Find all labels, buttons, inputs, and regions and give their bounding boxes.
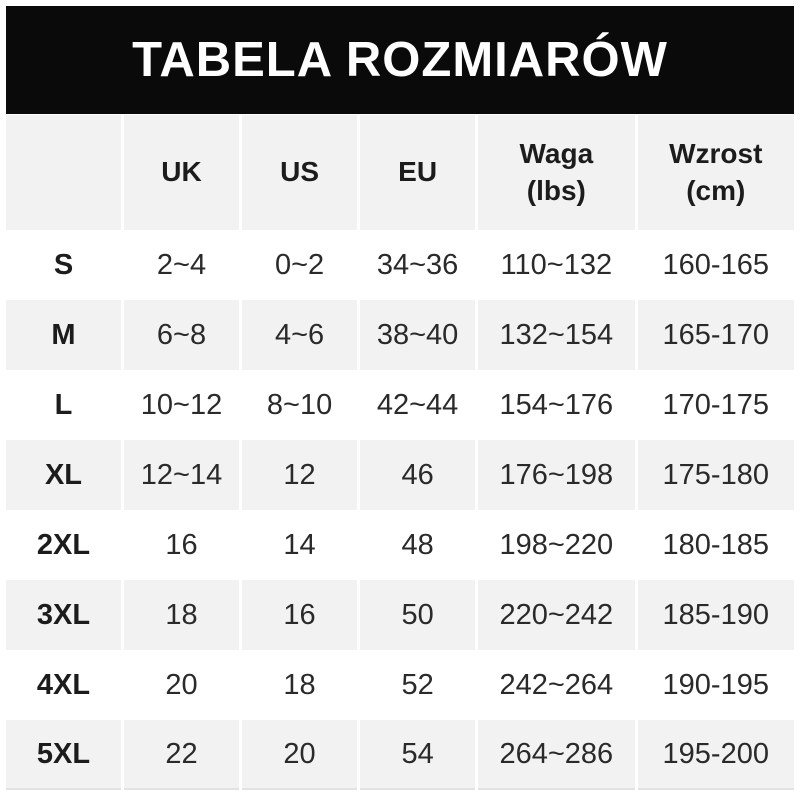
cell-waga: 242~264 bbox=[478, 650, 635, 720]
column-header-waga: Waga (lbs) bbox=[478, 115, 635, 230]
cell-uk: 22 bbox=[124, 720, 240, 790]
cell-size: L bbox=[6, 370, 122, 440]
cell-waga: 198~220 bbox=[478, 510, 635, 580]
cell-us: 18 bbox=[242, 650, 358, 720]
column-header-size bbox=[6, 115, 122, 230]
cell-eu: 48 bbox=[360, 510, 476, 580]
column-header-eu: EU bbox=[360, 115, 476, 230]
cell-waga: 176~198 bbox=[478, 440, 635, 510]
cell-eu: 46 bbox=[360, 440, 476, 510]
cell-size: 3XL bbox=[6, 580, 122, 650]
cell-uk: 6~8 bbox=[124, 300, 240, 370]
cell-wzrost: 195-200 bbox=[637, 720, 794, 790]
cell-eu: 38~40 bbox=[360, 300, 476, 370]
cell-eu: 52 bbox=[360, 650, 476, 720]
column-header-wzrost: Wzrost (cm) bbox=[637, 115, 794, 230]
cell-us: 16 bbox=[242, 580, 358, 650]
cell-us: 20 bbox=[242, 720, 358, 790]
cell-waga: 220~242 bbox=[478, 580, 635, 650]
cell-waga: 132~154 bbox=[478, 300, 635, 370]
cell-eu: 50 bbox=[360, 580, 476, 650]
cell-uk: 16 bbox=[124, 510, 240, 580]
cell-size: M bbox=[6, 300, 122, 370]
cell-uk: 2~4 bbox=[124, 230, 240, 300]
cell-wzrost: 185-190 bbox=[637, 580, 794, 650]
cell-us: 0~2 bbox=[242, 230, 358, 300]
column-header-uk: UK bbox=[124, 115, 240, 230]
cell-wzrost: 170-175 bbox=[637, 370, 794, 440]
column-header-label: US bbox=[280, 156, 320, 188]
column-header-sub: (cm) bbox=[686, 174, 746, 206]
cell-us: 8~10 bbox=[242, 370, 358, 440]
column-header-label: Wzrost bbox=[669, 137, 763, 169]
cell-wzrost: 175-180 bbox=[637, 440, 794, 510]
cell-eu: 34~36 bbox=[360, 230, 476, 300]
cell-uk: 10~12 bbox=[124, 370, 240, 440]
column-header-label: EU bbox=[398, 156, 438, 188]
cell-us: 14 bbox=[242, 510, 358, 580]
chart-title-banner: TABELA ROZMIARÓW bbox=[6, 6, 794, 114]
cell-size: 5XL bbox=[6, 720, 122, 790]
cell-wzrost: 180-185 bbox=[637, 510, 794, 580]
cell-size: XL bbox=[6, 440, 122, 510]
cell-eu: 54 bbox=[360, 720, 476, 790]
column-header-us: US bbox=[242, 115, 358, 230]
cell-us: 12 bbox=[242, 440, 358, 510]
column-header-label: Waga bbox=[519, 137, 594, 169]
cell-waga: 264~286 bbox=[478, 720, 635, 790]
column-header-sub: (lbs) bbox=[526, 174, 586, 206]
cell-uk: 20 bbox=[124, 650, 240, 720]
cell-waga: 110~132 bbox=[478, 230, 635, 300]
cell-uk: 18 bbox=[124, 580, 240, 650]
cell-wzrost: 165-170 bbox=[637, 300, 794, 370]
cell-waga: 154~176 bbox=[478, 370, 635, 440]
cell-wzrost: 160-165 bbox=[637, 230, 794, 300]
cell-wzrost: 190-195 bbox=[637, 650, 794, 720]
cell-size: S bbox=[6, 230, 122, 300]
cell-eu: 42~44 bbox=[360, 370, 476, 440]
page-title: TABELA ROZMIARÓW bbox=[132, 33, 668, 87]
cell-size: 4XL bbox=[6, 650, 122, 720]
size-table: UK US EU Waga (lbs) Wzrost (cm) S 2~4 0~… bbox=[6, 115, 794, 790]
cell-uk: 12~14 bbox=[124, 440, 240, 510]
column-header-label: UK bbox=[161, 156, 202, 188]
cell-size: 2XL bbox=[6, 510, 122, 580]
cell-us: 4~6 bbox=[242, 300, 358, 370]
